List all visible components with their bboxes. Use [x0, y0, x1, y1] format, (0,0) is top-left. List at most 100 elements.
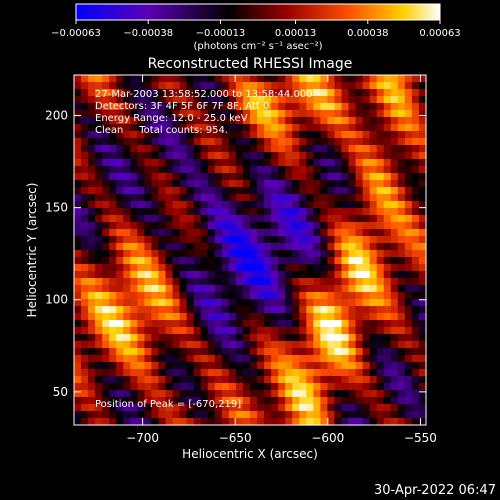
heatmap-cell [207, 327, 216, 335]
heatmap-cell [88, 145, 96, 153]
heatmap-cell [397, 96, 406, 104]
heatmap-cell [355, 362, 364, 370]
heatmap-cell [306, 173, 314, 181]
heatmap-cell [228, 383, 237, 391]
heatmap-cell [200, 159, 209, 167]
heatmap-cell [355, 376, 364, 384]
heatmap-cell [383, 75, 392, 83]
heatmap-cell [165, 159, 174, 167]
heatmap-cell [299, 103, 307, 111]
heatmap-cell [144, 404, 153, 412]
heatmap-cell [109, 271, 117, 279]
heatmap-cell [250, 383, 258, 391]
heatmap-cell [144, 180, 153, 188]
heatmap-cell [81, 222, 89, 230]
heatmap-cell [242, 362, 251, 370]
heatmap-cell [264, 96, 272, 104]
heatmap-cell [348, 320, 357, 328]
heatmap-cell [271, 383, 279, 391]
heatmap-cell [95, 187, 103, 195]
heatmap-cell [151, 418, 160, 426]
heatmap-cell [313, 201, 321, 209]
heatmap-cell [341, 390, 350, 398]
heatmap-cell [313, 96, 321, 104]
heatmap-cell [137, 124, 145, 132]
heatmap-cell [390, 264, 399, 272]
heatmap-cell [362, 390, 371, 398]
heatmap-cell [123, 117, 131, 125]
heatmap-cell [285, 215, 293, 223]
heatmap-cell [235, 341, 244, 349]
heatmap-cell [165, 173, 174, 181]
heatmap-cell [95, 418, 103, 426]
heatmap-cell [151, 320, 160, 328]
heatmap-cell [165, 180, 174, 188]
heatmap-cell [292, 243, 300, 251]
heatmap-cell [264, 243, 272, 251]
heatmap-cell [369, 292, 378, 300]
heatmap-cell [355, 138, 364, 146]
heatmap-cell [383, 152, 392, 160]
heatmap-cell [137, 390, 145, 398]
heatmap-cell [348, 124, 357, 132]
heatmap-cell [123, 348, 131, 356]
heatmap-cell [81, 292, 89, 300]
heatmap-cell [306, 390, 314, 398]
heatmap-cell [235, 369, 244, 377]
heatmap-cell [362, 166, 371, 174]
heatmap-cell [144, 306, 153, 314]
heatmap-cell [306, 166, 314, 174]
heatmap-cell [137, 264, 145, 272]
heatmap-cell [292, 208, 300, 216]
heatmap-cell [376, 369, 385, 377]
heatmap-cell [327, 103, 336, 111]
heatmap-cell [88, 411, 96, 419]
heatmap-cell [95, 348, 103, 356]
heatmap-cell [257, 124, 265, 132]
heatmap-cell [390, 320, 399, 328]
heatmap-cell [250, 376, 258, 384]
heatmap-cell [334, 327, 343, 335]
heatmap-cell [411, 313, 420, 321]
heatmap-cell [383, 173, 392, 181]
heatmap-cell [292, 89, 300, 97]
heatmap-cell [355, 82, 364, 90]
heatmap-cell [348, 383, 357, 391]
heatmap-cell [193, 124, 202, 132]
heatmap-cell [228, 362, 237, 370]
heatmap-cell [74, 215, 82, 223]
heatmap-cell [116, 348, 124, 356]
heatmap-cell [285, 96, 293, 104]
heatmap-cell [242, 383, 251, 391]
heatmap-cell [214, 397, 223, 405]
heatmap-cell [179, 152, 188, 160]
heatmap-cell [257, 152, 265, 160]
heatmap-cell [228, 292, 237, 300]
heatmap-cell [383, 334, 392, 342]
heatmap-cell [292, 313, 300, 321]
heatmap-cell [306, 369, 314, 377]
heatmap-cell [397, 320, 406, 328]
heatmap-cell [151, 271, 160, 279]
heatmap-cell [271, 411, 279, 419]
heatmap-cell [144, 194, 153, 202]
heatmap-cell [327, 75, 336, 83]
heatmap-cell [116, 404, 124, 412]
heatmap-cell [242, 201, 251, 209]
heatmap-cell [193, 376, 202, 384]
heatmap-cell [397, 117, 406, 125]
heatmap-cell [397, 390, 406, 398]
heatmap-cell [242, 355, 251, 363]
heatmap-cell [278, 243, 286, 251]
heatmap-cell [137, 397, 145, 405]
heatmap-cell [172, 215, 181, 223]
heatmap-cell [418, 145, 427, 153]
heatmap-cell [179, 411, 188, 419]
heatmap-cell [278, 264, 286, 272]
heatmap-cell [369, 313, 378, 321]
heatmap-cell [250, 166, 258, 174]
heatmap-cell [264, 145, 272, 153]
heatmap-cell [355, 96, 364, 104]
heatmap-cell [411, 306, 420, 314]
heatmap-cell [397, 362, 406, 370]
